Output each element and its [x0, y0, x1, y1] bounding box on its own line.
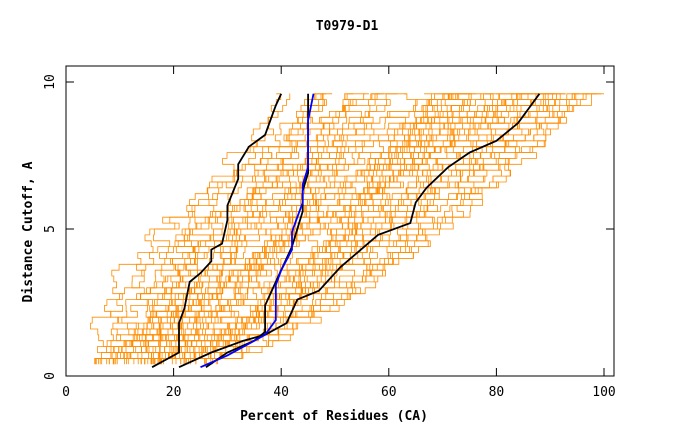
plot-frame	[65, 65, 615, 377]
background-curve	[146, 93, 471, 365]
x-tick-label: 0	[62, 385, 70, 400]
y-axis-label: Distance Cutoff, A	[21, 161, 36, 302]
highlight-curve-blue	[200, 93, 315, 369]
background-curves	[90, 93, 604, 365]
background-curve	[108, 93, 471, 365]
x-tick-label: 40	[273, 385, 289, 400]
background-curve	[106, 93, 482, 365]
y-tick-label: 0	[43, 372, 58, 380]
x-tick-label: 20	[166, 385, 182, 400]
y-tick-label: 5	[43, 225, 58, 233]
y-tick-label: 10	[43, 74, 58, 90]
x-tick-label: 80	[489, 385, 505, 400]
x-tick-label: 60	[381, 385, 397, 400]
x-axis-label: Percent of Residues (CA)	[240, 409, 428, 424]
background-curve	[206, 93, 354, 365]
chart-title: T0979-D1	[316, 19, 379, 34]
background-curve	[150, 93, 591, 365]
background-curve	[174, 93, 601, 365]
background-curve	[150, 93, 432, 365]
background-curve	[94, 93, 458, 365]
highlight-curves	[151, 93, 541, 369]
y-axis-ticks: 0 5 10	[43, 74, 614, 380]
x-axis-ticks: 0 20 40 60 80 100	[62, 66, 616, 400]
background-curve	[195, 93, 561, 365]
highlight-curve-black	[151, 93, 283, 368]
x-tick-label: 100	[592, 385, 615, 400]
background-curve	[169, 93, 526, 365]
background-curve	[123, 93, 545, 365]
background-curve	[115, 93, 407, 365]
